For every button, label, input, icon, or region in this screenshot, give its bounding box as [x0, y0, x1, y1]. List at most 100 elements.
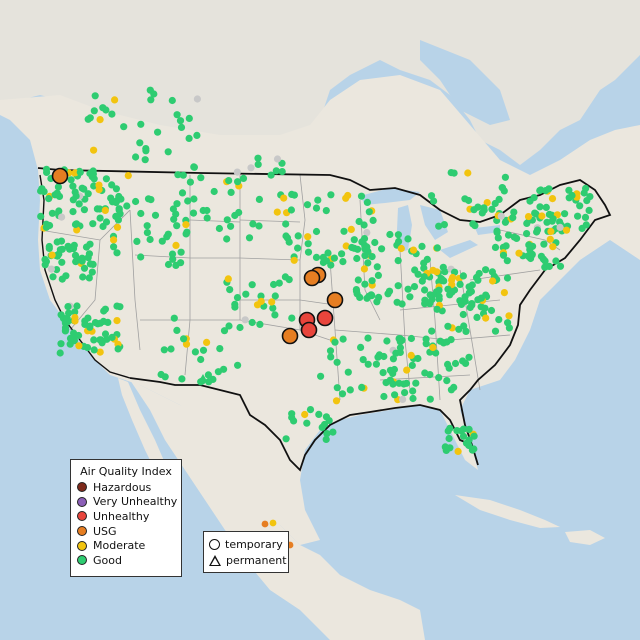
good-station-marker [392, 349, 400, 357]
good-station-marker [421, 286, 429, 294]
good-swatch [77, 555, 87, 566]
good-station-marker [395, 379, 403, 387]
moderate-station-marker [403, 366, 411, 374]
good-station-marker [430, 197, 438, 205]
good-station-marker [142, 147, 150, 155]
good-station-marker [136, 139, 144, 147]
good-station-marker [141, 156, 149, 164]
good-station-marker [178, 375, 186, 383]
good-station-marker [223, 235, 231, 243]
good-station-marker [433, 244, 441, 252]
good-station-marker [132, 197, 140, 206]
good-station-marker [509, 214, 517, 222]
good-station-marker [64, 303, 72, 311]
good-station-marker [74, 256, 82, 264]
good-station-marker [108, 333, 116, 341]
good-station-marker [275, 279, 283, 287]
good-station-marker [66, 334, 75, 342]
good-station-marker [369, 216, 377, 224]
good-station-marker [465, 425, 473, 433]
good-station-marker [123, 202, 131, 210]
good-station-marker [49, 273, 57, 281]
good-station-marker [114, 345, 122, 353]
good-station-marker [173, 200, 181, 208]
moderate-station-marker [549, 243, 557, 251]
us-border [37, 167, 612, 472]
legend-label: USG [93, 524, 117, 538]
good-station-marker [318, 423, 326, 431]
good-station-marker [373, 263, 381, 271]
mexico-landmass [130, 380, 425, 640]
good-station-marker [43, 168, 51, 176]
legend-title: Air Quality Index [80, 465, 172, 478]
good-station-marker [227, 188, 235, 196]
station-markers [37, 86, 594, 549]
good-station-marker [143, 229, 151, 237]
good-station-marker [391, 391, 399, 399]
usg-swatch [77, 526, 87, 537]
moderate-station-marker [75, 342, 83, 350]
good-station-marker [69, 245, 78, 253]
good-station-marker [191, 348, 199, 356]
good-station-marker [379, 369, 387, 377]
good-station-marker [287, 206, 295, 214]
good-station-marker [71, 308, 79, 316]
good-station-marker [204, 371, 212, 379]
good-station-marker [339, 335, 347, 343]
good-station-marker [468, 301, 476, 309]
lake-erie [440, 240, 478, 258]
good-station-marker [435, 286, 443, 294]
good-station-marker [69, 196, 77, 204]
good-station-marker [478, 209, 486, 217]
moderate-station-marker [96, 116, 104, 124]
good-station-marker [199, 206, 207, 215]
moderate-station-marker [515, 249, 523, 257]
good-station-marker [465, 441, 473, 450]
good-station-marker [327, 261, 335, 269]
moderate-station-marker [409, 246, 418, 254]
good-station-marker [257, 292, 265, 300]
good-station-marker [89, 260, 97, 268]
good-station-marker [394, 257, 402, 265]
cuba-island [455, 495, 560, 528]
moderate-station-marker [482, 314, 490, 322]
good-station-marker [256, 320, 264, 328]
good-station-marker [494, 234, 502, 242]
good-station-marker [368, 277, 376, 285]
good-station-marker [113, 249, 121, 257]
good-station-marker [389, 355, 397, 363]
good-station-marker [338, 390, 347, 398]
good-station-marker [312, 204, 321, 212]
good-station-marker [270, 280, 278, 289]
good-station-marker [421, 369, 429, 377]
good-station-marker [91, 319, 99, 327]
good-station-marker [423, 255, 431, 263]
good-station-marker [364, 259, 372, 267]
good-station-marker [395, 335, 403, 343]
good-station-marker [561, 210, 569, 218]
good-station-marker [501, 218, 509, 226]
good-station-marker [353, 254, 361, 263]
moderate-station-marker [454, 447, 462, 455]
good-station-marker [456, 280, 464, 288]
unhealthy-station-marker [316, 309, 334, 327]
good-station-marker [432, 349, 440, 357]
good-station-marker [536, 203, 544, 211]
legend-item-very-unhealthy: Very Unhealthy [71, 495, 181, 510]
good-station-marker [193, 131, 201, 139]
good-station-marker [465, 196, 473, 205]
good-station-marker [254, 160, 262, 168]
good-station-marker [445, 364, 453, 372]
moderate-station-marker [347, 225, 355, 233]
good-station-marker [323, 430, 331, 438]
good-station-marker [112, 212, 120, 220]
canada-landmass [0, 0, 640, 165]
good-station-marker [143, 222, 151, 230]
good-station-marker [444, 427, 452, 435]
good-station-marker [312, 227, 321, 236]
mexico-canada-coast [39, 174, 131, 379]
good-station-marker [173, 326, 181, 334]
good-station-marker [81, 320, 89, 328]
moderate-station-marker [449, 273, 457, 282]
good-station-marker [371, 238, 379, 247]
